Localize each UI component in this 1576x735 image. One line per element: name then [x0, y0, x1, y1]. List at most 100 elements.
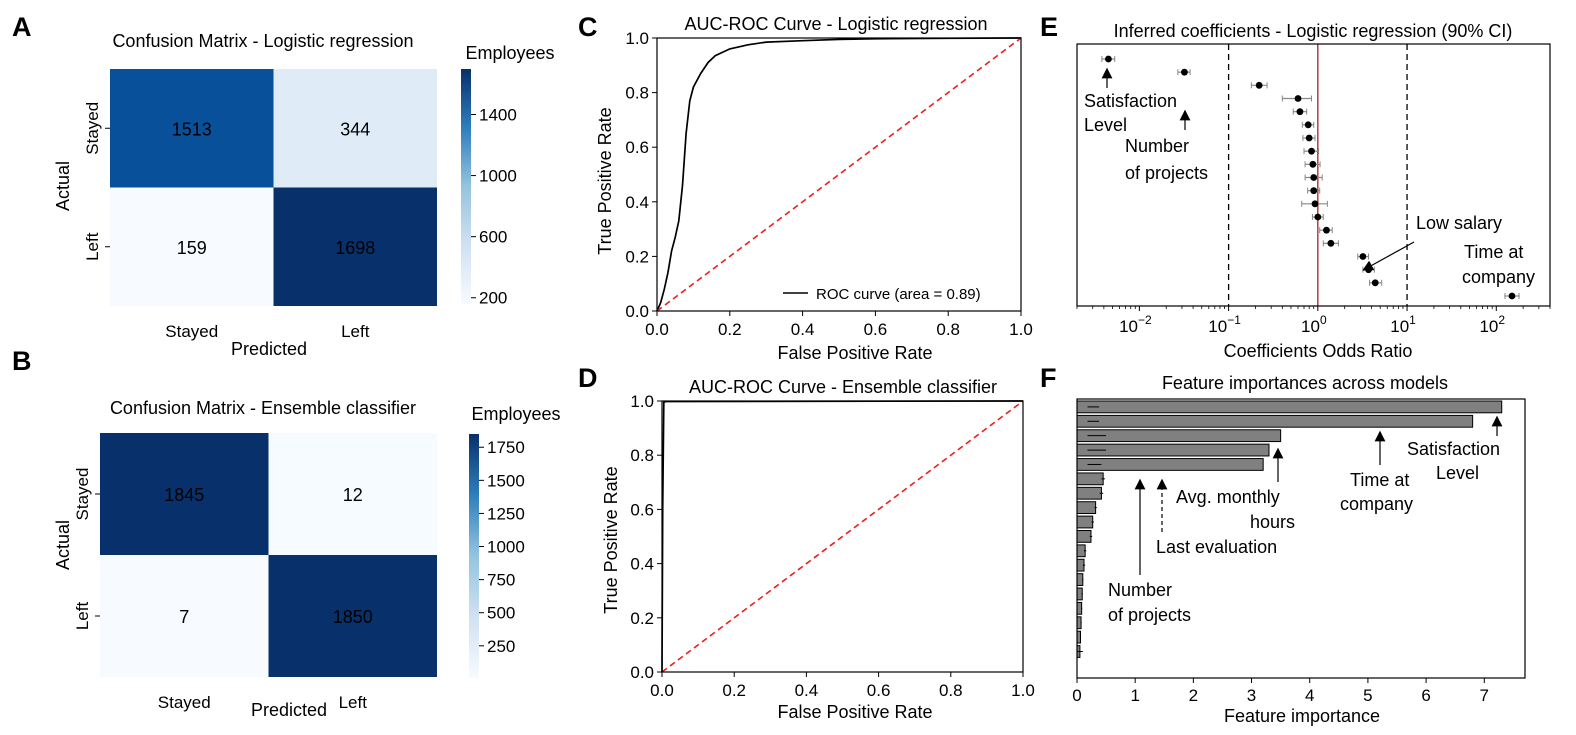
annotation-projects-e: of projects: [1125, 163, 1208, 183]
x-tick-label: 5: [1363, 686, 1372, 705]
panel-label-f: F: [1040, 363, 1057, 393]
x-tick-label: Stayed: [165, 322, 218, 341]
colorbar-ticks-b: 1750 1500 1250 1000 750 500 250: [479, 438, 525, 656]
x-tick-label: Stayed: [158, 693, 211, 712]
annotation-satisfaction-f: Satisfaction: [1407, 439, 1500, 459]
coef-point: [1371, 279, 1379, 287]
x-tick-label: 10−1: [1208, 313, 1241, 336]
y-tick-label: 0.2: [630, 609, 654, 628]
heatmap-cell: [273, 187, 437, 306]
colorbar-tick-label: 1250: [487, 504, 525, 523]
feature-bar: [1076, 486, 1102, 500]
roc-plot-c: 0.0 0.2 0.4 0.6 0.8 1.0 0.0 0.2 0.4 0.6 0.8 1.0: [625, 29, 1032, 339]
y-tick-label: 0.4: [630, 555, 654, 574]
annotation-time-e: Time at: [1464, 242, 1523, 262]
x-tick-label: 101: [1390, 313, 1416, 336]
heatmap-b: 1845 12 7 1850 Stayed Left Stayed Left: [73, 433, 437, 712]
cell-value: 344: [340, 119, 370, 139]
feature-bar: [1076, 458, 1264, 471]
x-tick-label: 0.8: [936, 320, 960, 339]
chart-title-f: Feature importances across models: [1162, 373, 1448, 393]
cell-value: 1513: [172, 119, 212, 139]
annotation-company-e: company: [1462, 267, 1535, 287]
y-axis-label-a: Actual: [53, 161, 73, 211]
coef-point: [1359, 253, 1367, 260]
heatmap-cell: [268, 555, 437, 677]
panel-label-e: E: [1040, 12, 1058, 42]
x-tick-label: Left: [339, 693, 368, 712]
panel-f: Feature importances across models 0 1 2 3 4 5…: [1072, 373, 1526, 726]
x-tick-label: 7: [1480, 686, 1489, 705]
y-tick-label: Left: [83, 232, 102, 261]
chance-line: [661, 400, 1024, 673]
x-tick-label: 0.6: [867, 681, 891, 700]
y-tick-label: 0.4: [625, 193, 649, 212]
colorbar-tick-label: 200: [479, 289, 507, 308]
y-tick-label: 0.6: [625, 138, 649, 157]
heatmap-a: 1513 344 159 1698 Stayed Left Stayed Left: [83, 69, 437, 341]
colorbar-label-b: Employees: [471, 404, 560, 424]
chart-title-d: AUC-ROC Curve - Ensemble classifier: [689, 377, 997, 397]
feature-bar: [1076, 414, 1474, 428]
x-tick-label: 0: [1072, 686, 1081, 705]
x-axis-label-e: Coefficients Odds Ratio: [1224, 341, 1413, 361]
annotation-hours-f: hours: [1250, 512, 1295, 532]
y-axis-label-b: Actual: [53, 520, 73, 570]
feature-bar: [1076, 544, 1086, 558]
x-axis-label-d: False Positive Rate: [777, 702, 932, 722]
feature-bar: [1076, 530, 1092, 543]
x-axis-label-a: Predicted: [231, 339, 307, 359]
annotation-arrow-salary-e: [1362, 241, 1415, 271]
legend-label-c: ROC curve (area = 0.89): [816, 286, 981, 303]
coef-point: [1105, 55, 1112, 63]
coef-point: [1311, 200, 1319, 208]
x-tick-label: 1.0: [1011, 681, 1035, 700]
chance-line: [656, 37, 1022, 312]
x-tick-label: 0.0: [650, 681, 674, 700]
heatmap-cell: [110, 187, 274, 306]
y-tick-label: 0.0: [630, 663, 654, 682]
x-axis-label-c: False Positive Rate: [777, 343, 932, 363]
y-tick-label: 0.8: [630, 446, 654, 465]
cell-value: 7: [179, 607, 189, 627]
y-tick-label: Stayed: [73, 468, 92, 521]
panel-c: AUC-ROC Curve - Logistic regression 0.0 0…: [595, 14, 1033, 363]
annotation-satisfaction-e: Satisfaction: [1084, 91, 1177, 111]
x-tick-label: 4: [1305, 686, 1314, 705]
x-tick-label: 0.6: [864, 320, 888, 339]
colorbar-a: [461, 69, 471, 304]
colorbar-ticks-a: 1400 1000 600 200: [471, 106, 517, 308]
feature-bar: [1076, 501, 1097, 515]
cell-value: 1850: [333, 607, 373, 627]
coef-plot-e: 10−2 10−1 100 101 102: [1076, 43, 1551, 336]
x-tick-label: 0.8: [939, 681, 963, 700]
plot-frame: [656, 37, 1022, 312]
coef-point: [1305, 134, 1313, 142]
annotation-company-f: company: [1340, 494, 1413, 514]
feature-bar: [1076, 573, 1084, 586]
x-tick-label: 1: [1130, 686, 1139, 705]
x-tick-label: 0.0: [645, 320, 669, 339]
annotation-number-f: Number: [1108, 580, 1172, 600]
coef-point: [1294, 95, 1302, 102]
chart-title-c: AUC-ROC Curve - Logistic regression: [684, 14, 987, 34]
coef-point: [1304, 121, 1312, 129]
coef-point: [1323, 226, 1330, 234]
x-axis-label-b: Predicted: [251, 700, 327, 720]
x-tick-label: 0.2: [722, 681, 746, 700]
x-tick-label: 0.4: [795, 681, 819, 700]
y-tick-label: 0.2: [625, 247, 649, 266]
annotation-last-eval-f: Last evaluation: [1156, 537, 1277, 557]
annotation-low-salary-e: Low salary: [1416, 213, 1502, 233]
roc-plot-d: 0.0 0.2 0.4 0.6 0.8 1.0 0.0 0.2 0.4 0.6 0.8 1.0: [630, 392, 1034, 700]
heatmap-cell: [268, 433, 437, 555]
annotation-number-e: Number: [1125, 136, 1189, 156]
x-tick-label: 0.4: [791, 320, 815, 339]
panel-d: AUC-ROC Curve - Ensemble classifier 0.0 0…: [601, 377, 1035, 722]
panel-a: Confusion Matrix - Logistic regression 1…: [53, 31, 555, 359]
x-tick-label: 102: [1479, 313, 1505, 336]
annotation-level-f: Level: [1436, 463, 1479, 483]
x-tick-label: 100: [1301, 313, 1327, 336]
panel-label-b: B: [12, 346, 32, 376]
